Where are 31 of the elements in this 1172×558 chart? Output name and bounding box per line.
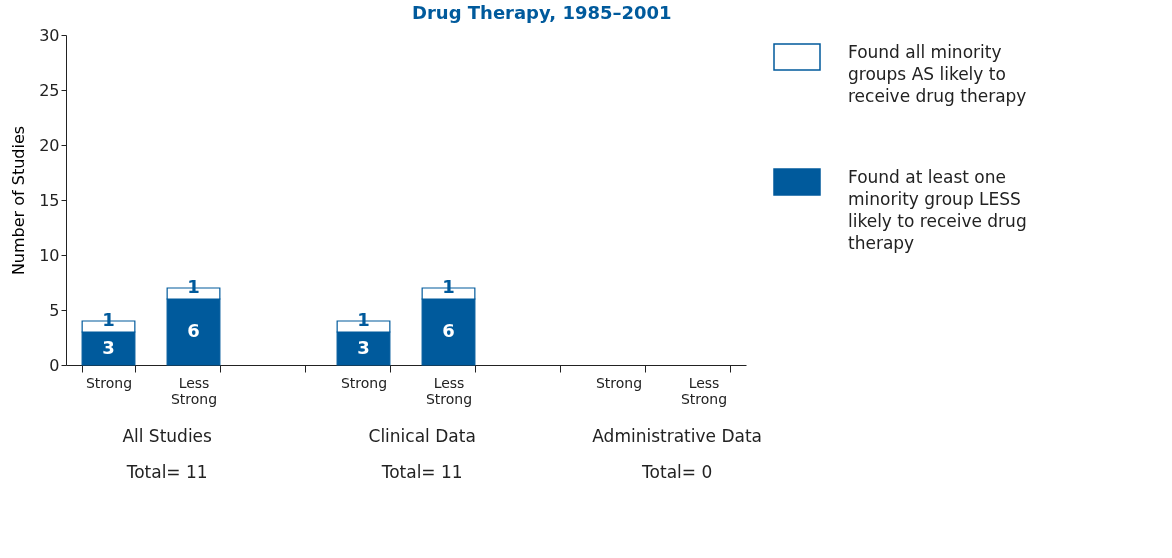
chart-title: Drug Therapy, 1985–2001 xyxy=(412,2,672,23)
x-tick-label: Less Strong xyxy=(170,374,218,407)
data-label: 6 xyxy=(187,320,200,341)
data-label: 6 xyxy=(442,320,455,341)
y-tick-label: 15 xyxy=(39,190,60,210)
text: Total= 11 xyxy=(380,462,463,482)
text: All Studies xyxy=(122,426,213,446)
x-tick-label: Strong xyxy=(340,374,388,391)
x-tick-label: Less Strong xyxy=(425,374,473,407)
y-tick-label: 20 xyxy=(39,135,60,155)
data-label: 1 xyxy=(442,276,455,297)
text: Total= 11 xyxy=(125,462,208,482)
text: Clinical Data xyxy=(368,426,476,446)
y-tick-label: 10 xyxy=(39,245,60,265)
y-tick-label: 25 xyxy=(39,80,60,100)
legend-label: Found at least one minority group LESS likely to receive drug therapy xyxy=(848,167,1027,253)
data-label: 1 xyxy=(187,276,200,297)
data-label: 1 xyxy=(102,309,115,330)
x-tick-label: Strong xyxy=(595,374,643,391)
data-label: 3 xyxy=(357,336,370,358)
y-tick-label: 30 xyxy=(39,25,60,45)
y-tick-label: 0 xyxy=(49,355,60,375)
y-tick-label: 5 xyxy=(49,300,60,320)
x-tick-label: Strong xyxy=(85,374,133,391)
y-axis-title: Number of Studies xyxy=(9,125,29,276)
x-tick-label: Less Strong xyxy=(680,374,728,407)
text: Total= 0 xyxy=(641,462,713,482)
legend-label: Found all minority groups AS likely to receive drug therapy xyxy=(848,42,1027,106)
data-label: 1 xyxy=(357,309,370,330)
data-label: 3 xyxy=(102,336,115,358)
text: Administrative Data xyxy=(592,426,763,446)
